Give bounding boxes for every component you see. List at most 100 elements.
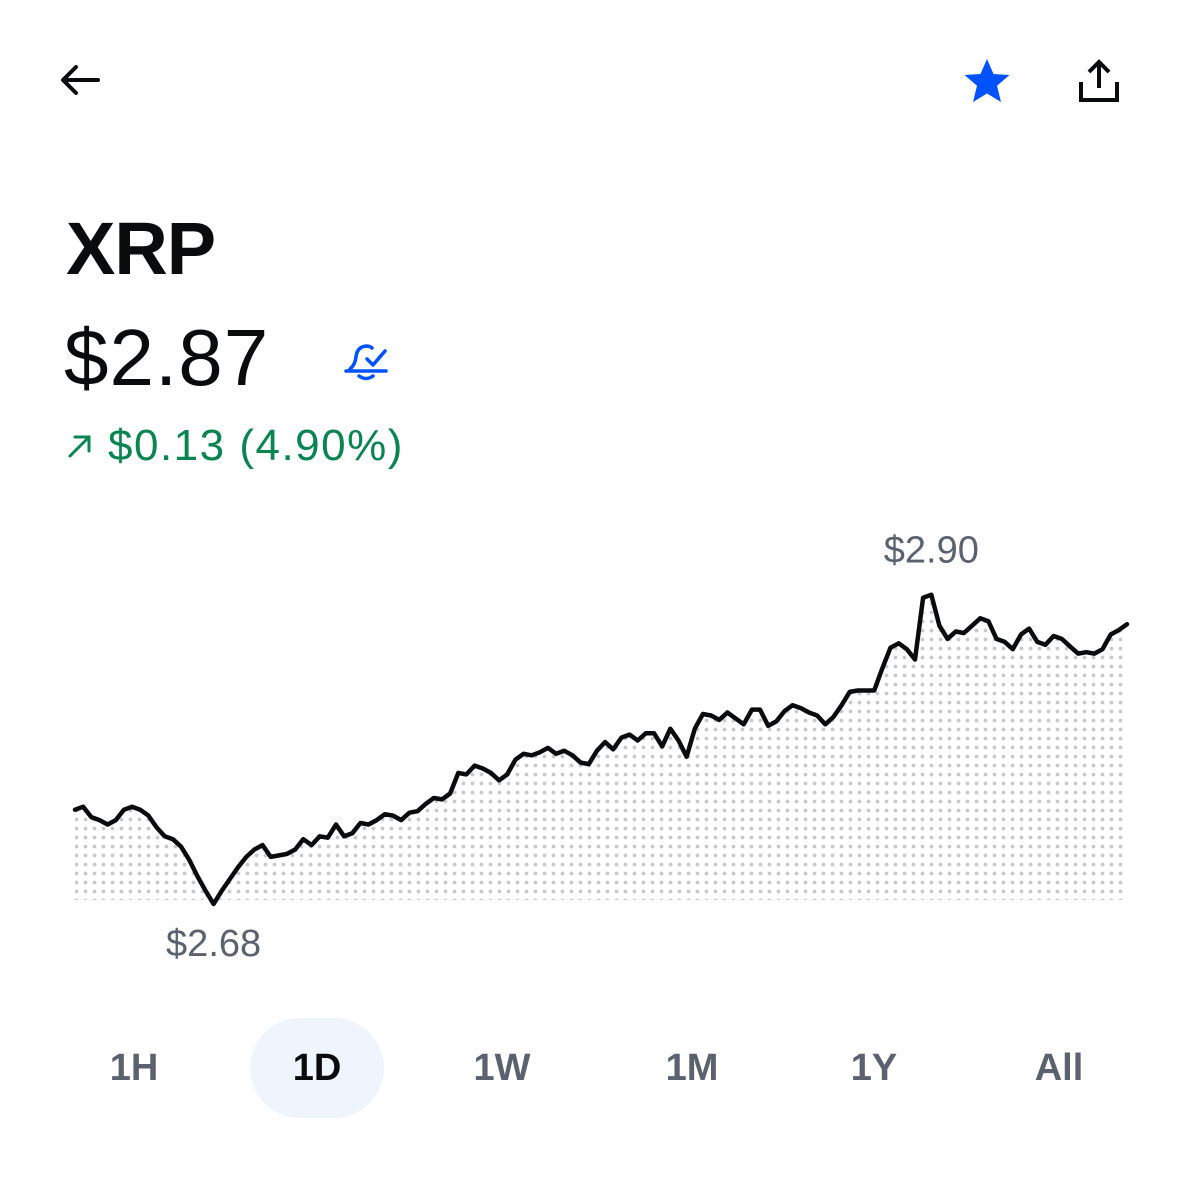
chart-point bbox=[98, 818, 102, 822]
timeframe-1h[interactable]: 1H bbox=[109, 1046, 159, 1089]
chart-point bbox=[1019, 633, 1023, 637]
chart-point bbox=[937, 624, 941, 628]
chart-high-label: $2.90 bbox=[884, 530, 979, 572]
chart-point bbox=[897, 641, 901, 645]
back-button[interactable] bbox=[50, 52, 110, 108]
chart-point bbox=[1011, 647, 1015, 651]
chart-point bbox=[1068, 644, 1072, 648]
bell-check-icon bbox=[344, 344, 388, 381]
chart-point bbox=[660, 744, 664, 748]
chart-point bbox=[1076, 652, 1080, 656]
chart-point bbox=[652, 731, 656, 735]
chart-point bbox=[228, 877, 232, 881]
chart-point bbox=[122, 808, 126, 812]
chart-point bbox=[399, 818, 403, 822]
chart-point bbox=[383, 812, 387, 816]
price-chart[interactable]: $2.90 $2.68 bbox=[0, 500, 1200, 980]
chart-point bbox=[758, 708, 762, 712]
chart-point bbox=[636, 739, 640, 743]
chart-point bbox=[595, 749, 599, 753]
chart-low-label: $2.68 bbox=[166, 923, 261, 965]
timeframe-all[interactable]: All bbox=[1034, 1046, 1084, 1089]
chart-point bbox=[195, 874, 199, 878]
chart-point bbox=[611, 747, 615, 751]
chart-point bbox=[464, 772, 468, 776]
chart-point bbox=[889, 646, 893, 650]
chart-point bbox=[978, 616, 982, 620]
chart-point bbox=[416, 809, 420, 813]
chart-point bbox=[342, 834, 346, 838]
chart-point bbox=[367, 823, 371, 827]
chart-point bbox=[244, 855, 248, 859]
chart-point bbox=[644, 731, 648, 735]
share-button[interactable] bbox=[1068, 50, 1130, 112]
chart-point bbox=[807, 711, 811, 715]
chart-point bbox=[571, 753, 575, 757]
chart-point bbox=[946, 637, 950, 641]
chart-point bbox=[995, 637, 999, 641]
chart-point bbox=[1101, 647, 1105, 651]
chart-point bbox=[766, 724, 770, 728]
chart-point bbox=[73, 808, 77, 812]
chart-point bbox=[562, 749, 566, 753]
chart-point bbox=[750, 708, 754, 712]
chart-point bbox=[856, 689, 860, 693]
chart-point bbox=[880, 666, 884, 670]
chart-point bbox=[89, 815, 93, 819]
chart-point bbox=[220, 889, 224, 893]
share-upload-icon bbox=[1079, 59, 1119, 102]
chart-point bbox=[326, 836, 330, 840]
chart-point bbox=[358, 821, 362, 825]
chart-point bbox=[848, 690, 852, 694]
chart-point bbox=[456, 771, 460, 775]
chart-point bbox=[986, 619, 990, 623]
asset-price: $2.87 bbox=[64, 313, 270, 402]
chart-point bbox=[603, 740, 607, 744]
chart-point bbox=[187, 858, 191, 862]
chart-point bbox=[799, 706, 803, 710]
chart-point bbox=[489, 771, 493, 775]
chart-point bbox=[301, 837, 305, 841]
chart-point bbox=[1043, 643, 1047, 647]
arrow-left-icon bbox=[61, 65, 100, 95]
arrow-up-right-icon bbox=[66, 432, 94, 460]
asset-name: XRP bbox=[66, 207, 216, 290]
watchlist-button[interactable] bbox=[955, 50, 1019, 112]
price-alert-button[interactable] bbox=[340, 334, 392, 386]
chart-point bbox=[236, 865, 240, 869]
chart-point bbox=[1109, 633, 1113, 637]
chart-point bbox=[1027, 627, 1031, 631]
chart-point bbox=[619, 736, 623, 740]
chart-point bbox=[146, 814, 150, 818]
chart-point bbox=[513, 758, 517, 762]
chart-point bbox=[929, 593, 933, 597]
chart-point bbox=[546, 746, 550, 750]
chart-point bbox=[350, 831, 354, 835]
chart-price-line bbox=[72, 592, 1130, 907]
chart-point bbox=[579, 761, 583, 765]
chart-point bbox=[913, 658, 917, 662]
chart-point bbox=[1092, 652, 1096, 656]
timeframe-1m[interactable]: 1M bbox=[665, 1046, 719, 1089]
chart-point bbox=[310, 843, 314, 847]
chart-point bbox=[823, 722, 827, 726]
chart-point bbox=[717, 718, 721, 722]
chart-point bbox=[628, 733, 632, 737]
chart-point bbox=[212, 902, 216, 906]
timeframe-1d[interactable]: 1D bbox=[250, 1018, 384, 1118]
chart-point bbox=[473, 764, 477, 768]
chart-point bbox=[204, 889, 208, 893]
chart-point bbox=[921, 596, 925, 600]
chart-point bbox=[709, 714, 713, 718]
chart-point bbox=[261, 843, 265, 847]
chart-point bbox=[407, 811, 411, 815]
chart-point bbox=[783, 709, 787, 713]
chart-point bbox=[106, 823, 110, 827]
timeframe-1w[interactable]: 1W bbox=[473, 1046, 531, 1089]
chart-point bbox=[538, 750, 542, 754]
chart-point bbox=[554, 752, 558, 756]
chart-point bbox=[334, 823, 338, 827]
timeframe-1y[interactable]: 1Y bbox=[850, 1046, 898, 1089]
chart-point bbox=[505, 772, 509, 776]
chart-point bbox=[587, 762, 591, 766]
